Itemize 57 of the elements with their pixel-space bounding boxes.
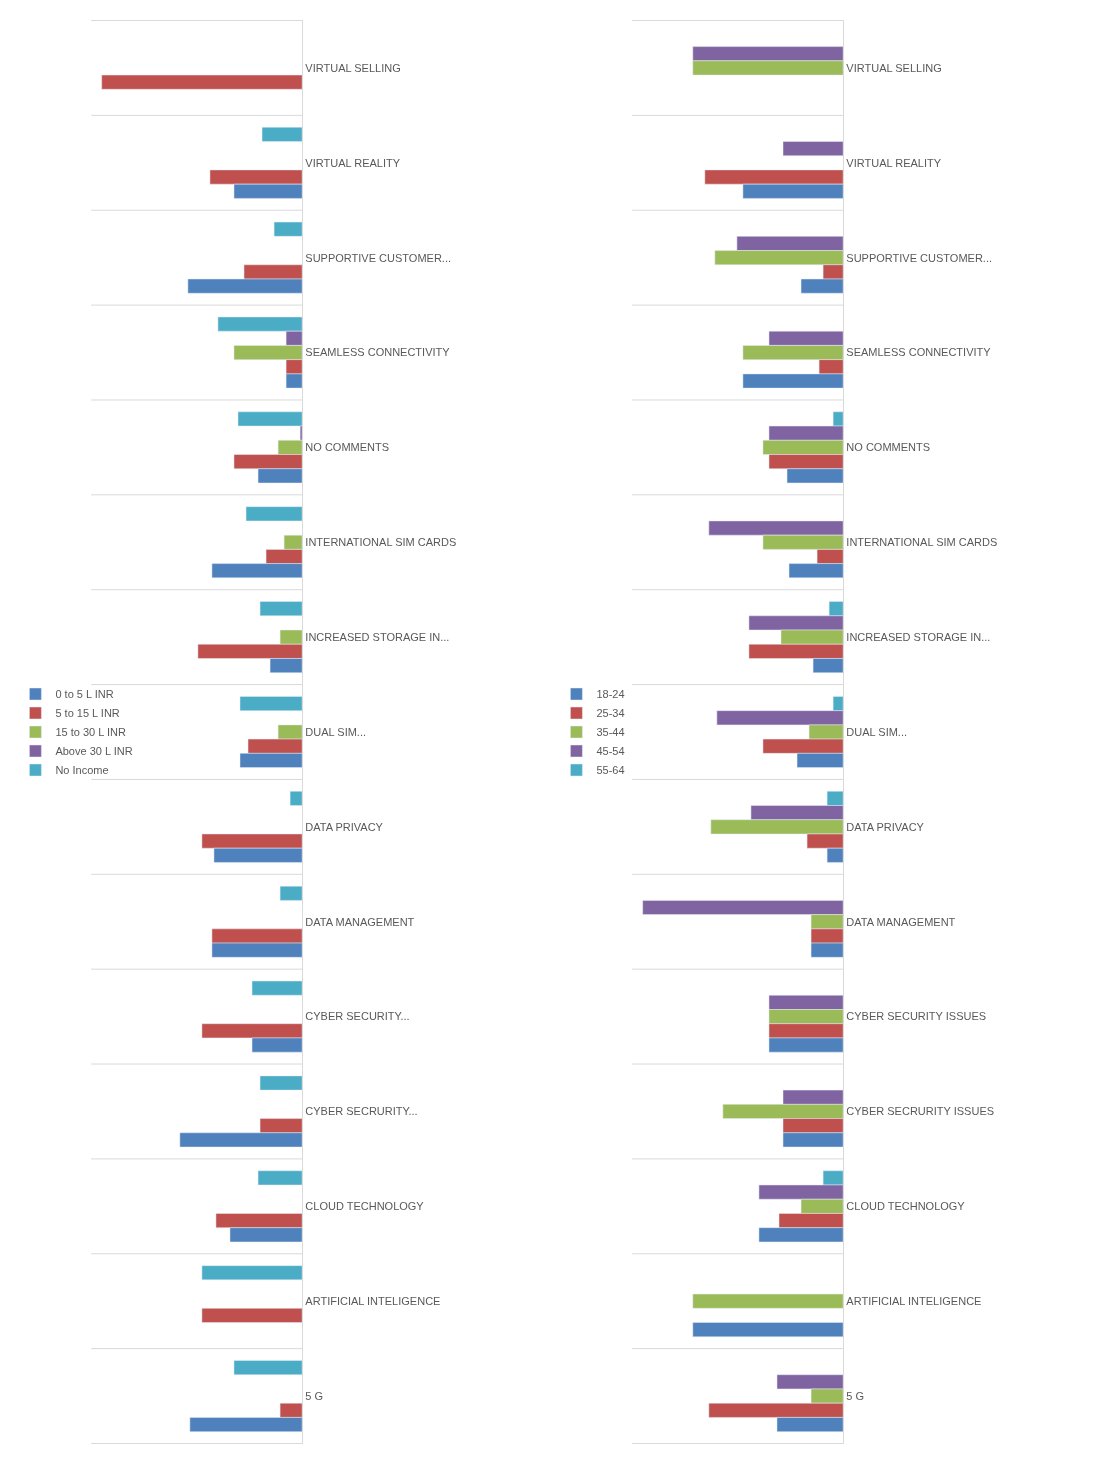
y-tick-label: ARTIFICIAL INTELIGENCE (846, 1295, 982, 1308)
bar (201, 1265, 303, 1281)
bar (261, 126, 303, 142)
y-tick-label: SUPPORTIVE CUSTOMER... (305, 251, 452, 264)
bar (782, 141, 844, 156)
y-tick-label: CYBER SECURITY... (305, 1010, 410, 1023)
y-tick-label: DATA MANAGEMENT (846, 915, 956, 928)
y-tick-label: SEAMLESS CONNECTIVITY (846, 346, 992, 359)
y-tick-label: INTERNATIONAL SIM CARDS (846, 536, 998, 549)
y-tick-label: DATA PRIVACY (846, 820, 925, 833)
legend-label: 5 to 15 L INR (55, 707, 120, 720)
legend-label: 25-34 (596, 707, 625, 720)
y-tick-label: INCREASED STORAGE IN... (846, 630, 991, 643)
legend-label: Above 30 L INR (55, 745, 133, 758)
y-tick-label: INCREASED STORAGE IN... (305, 630, 450, 643)
y-tick-label: VIRTUAL REALITY (846, 156, 942, 169)
y-tick-label: 5 G (305, 1389, 324, 1402)
y-tick-label: CYBER SECRURITY ISSUES (846, 1105, 995, 1118)
bar (279, 885, 303, 901)
y-tick-label: ARTIFICIAL INTELIGENCE (305, 1295, 441, 1308)
bar (245, 506, 303, 522)
legend-label: 35-44 (596, 726, 625, 739)
bar (201, 1308, 303, 1323)
bar (289, 791, 303, 806)
bar (692, 1293, 844, 1309)
y-tick-label: DUAL SIM... (305, 725, 367, 738)
bar (259, 1075, 303, 1091)
y-tick-label: 5 G (846, 1389, 865, 1402)
y-tick-label: INTERNATIONAL SIM CARDS (305, 536, 457, 549)
y-tick-label: CYBER SECRURITY... (305, 1105, 418, 1118)
y-tick-label: VIRTUAL SELLING (846, 61, 942, 74)
y-tick-label: CYBER SECURITY ISSUES (846, 1010, 987, 1023)
bar (692, 1322, 844, 1338)
bar (259, 601, 303, 617)
bar (273, 221, 303, 237)
legend-label: No Income (55, 764, 109, 777)
bar (257, 1170, 303, 1186)
legend-label: 18-24 (596, 688, 625, 701)
legend-label: 45-54 (596, 745, 625, 758)
bar (239, 696, 303, 711)
y-tick-label: NO COMMENTS (846, 441, 931, 454)
y-tick-label: SUPPORTIVE CUSTOMER... (846, 251, 993, 264)
y-tick-label: NO COMMENTS (305, 441, 390, 454)
legend-label: 15 to 30 L INR (55, 726, 126, 739)
y-tick-label: DUAL SIM... (846, 725, 908, 738)
y-tick-label: DATA PRIVACY (305, 820, 384, 833)
y-tick-label: CLOUD TECHNOLOGY (305, 1200, 425, 1213)
y-tick-label: VIRTUAL REALITY (305, 156, 401, 169)
bar (233, 1360, 303, 1375)
bar (251, 980, 303, 996)
y-tick-label: SEAMLESS CONNECTIVITY (305, 346, 451, 359)
legend-label: 0 to 5 L INR (55, 688, 114, 701)
bar (101, 74, 303, 90)
y-tick-label: VIRTUAL SELLING (305, 61, 401, 74)
y-tick-label: DATA MANAGEMENT (305, 915, 415, 928)
legend-label: 55-64 (596, 764, 625, 777)
y-tick-label: CLOUD TECHNOLOGY (846, 1200, 966, 1213)
